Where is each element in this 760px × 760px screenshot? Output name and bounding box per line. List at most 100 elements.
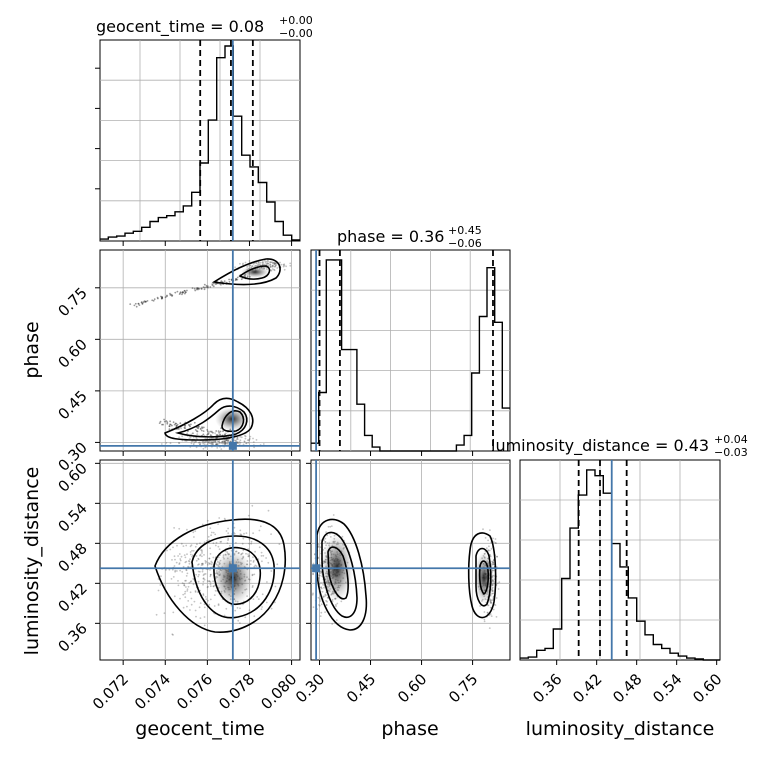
sample-point bbox=[496, 555, 498, 558]
sample-point bbox=[325, 604, 328, 606]
histogram-luminosity_distance bbox=[520, 469, 720, 661]
sample-point bbox=[311, 593, 314, 596]
sample-point bbox=[494, 542, 497, 544]
sample-point bbox=[244, 434, 246, 437]
sample-point bbox=[210, 563, 213, 566]
title-luminosity-distance-minus: −0.03 bbox=[714, 446, 748, 459]
sample-point bbox=[169, 442, 172, 445]
sample-point bbox=[217, 443, 219, 445]
sample-point bbox=[214, 443, 217, 446]
sample-point bbox=[184, 590, 187, 593]
sample-point bbox=[209, 583, 212, 586]
sample-point bbox=[211, 443, 214, 446]
sample-point bbox=[485, 547, 488, 550]
sample-point bbox=[178, 553, 181, 555]
sample-point bbox=[203, 624, 206, 627]
sample-point bbox=[201, 550, 203, 553]
sample-point bbox=[244, 437, 247, 440]
sample-point bbox=[488, 627, 491, 629]
sample-point bbox=[257, 598, 260, 600]
sample-point bbox=[202, 441, 204, 444]
sample-point bbox=[233, 532, 236, 535]
sample-point bbox=[202, 577, 205, 580]
sample-point bbox=[483, 611, 486, 613]
sample-point bbox=[487, 549, 490, 551]
sample-point bbox=[248, 554, 251, 557]
sample-point bbox=[197, 575, 200, 578]
sample-point bbox=[251, 586, 254, 588]
sample-point bbox=[319, 615, 322, 617]
sample-point bbox=[176, 290, 179, 293]
sample-point bbox=[160, 443, 163, 445]
sample-point bbox=[207, 599, 209, 602]
contour-distance-phase-mid bbox=[321, 531, 358, 618]
sample-point bbox=[214, 432, 217, 434]
sample-point bbox=[178, 442, 181, 444]
sample-point bbox=[190, 442, 193, 445]
sample-point bbox=[274, 264, 277, 267]
sample-point bbox=[211, 283, 214, 285]
sample-point bbox=[212, 443, 214, 446]
sample-point bbox=[327, 525, 330, 528]
sample-point bbox=[248, 437, 251, 440]
sample-point bbox=[163, 420, 166, 423]
sample-point bbox=[497, 588, 500, 590]
sample-point bbox=[140, 301, 143, 303]
sample-point bbox=[153, 298, 156, 301]
sample-point bbox=[266, 581, 268, 583]
sample-point bbox=[242, 262, 244, 265]
sample-point bbox=[268, 261, 271, 263]
contour-phase-time-inner bbox=[221, 410, 245, 433]
sample-point bbox=[195, 440, 198, 443]
sample-point bbox=[247, 555, 250, 558]
xtick-label-luminosity_distance: 0.54 bbox=[649, 670, 685, 706]
sample-point bbox=[220, 280, 223, 282]
sample-point bbox=[271, 264, 274, 267]
sample-point bbox=[190, 580, 193, 582]
sample-point bbox=[185, 569, 188, 572]
panel-phase-vs-geocent-time bbox=[99, 249, 301, 452]
sample-point bbox=[269, 265, 272, 268]
sample-point bbox=[202, 593, 205, 595]
sample-point bbox=[245, 532, 248, 534]
xtick-label-luminosity_distance: 0.42 bbox=[569, 670, 605, 706]
sample-point bbox=[248, 542, 251, 545]
sample-point bbox=[270, 269, 273, 272]
sample-point bbox=[317, 543, 320, 546]
sample-point bbox=[165, 569, 167, 571]
density-core-distance-phase-high bbox=[474, 552, 494, 604]
sample-point bbox=[325, 604, 328, 606]
sample-point bbox=[207, 585, 209, 588]
sample-point bbox=[207, 441, 210, 443]
ytick-label-luminosity_distance: 0.36 bbox=[54, 619, 90, 655]
sample-point bbox=[146, 300, 149, 302]
sample-point bbox=[242, 549, 245, 552]
sample-point bbox=[171, 633, 174, 636]
sample-point bbox=[236, 278, 239, 281]
sample-point bbox=[204, 286, 206, 289]
sample-point bbox=[215, 430, 218, 432]
sample-point bbox=[261, 606, 263, 608]
sample-point bbox=[188, 424, 191, 427]
sample-point bbox=[207, 432, 210, 434]
sample-point bbox=[269, 263, 272, 266]
sample-point bbox=[203, 606, 206, 609]
sample-point bbox=[227, 440, 230, 443]
sample-point bbox=[224, 440, 226, 443]
sample-point bbox=[179, 559, 182, 562]
sample-point bbox=[239, 533, 242, 536]
sample-point bbox=[487, 604, 490, 607]
sample-point bbox=[166, 421, 169, 424]
quantile-layer bbox=[199, 40, 628, 660]
sample-point bbox=[177, 580, 179, 582]
sample-point bbox=[223, 440, 225, 443]
sample-point bbox=[193, 536, 195, 538]
sample-point bbox=[188, 437, 191, 440]
sample-point bbox=[189, 545, 192, 548]
sample-point bbox=[180, 427, 183, 430]
sample-point bbox=[244, 616, 247, 619]
sample-point bbox=[495, 597, 498, 599]
contour-phase-time-upper-outer bbox=[211, 258, 281, 286]
sample-point bbox=[219, 433, 222, 436]
sample-point bbox=[320, 581, 322, 584]
